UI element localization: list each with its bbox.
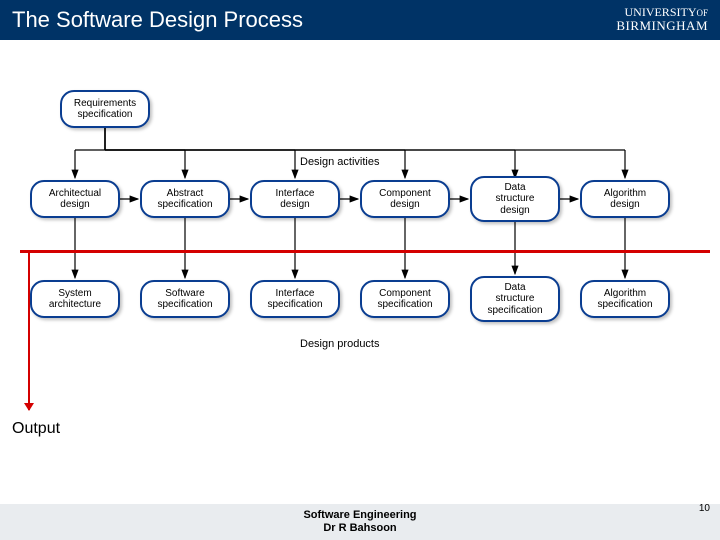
product-box-0: System architecture (30, 280, 120, 318)
design-process-diagram: Requirements specificationArchitectual d… (40, 90, 680, 390)
university-top: UNIVERSITY (624, 5, 696, 19)
product-box-1: Software specification (140, 280, 230, 318)
activity-box-5: Algorithm design (580, 180, 670, 218)
output-arrow (28, 250, 30, 410)
activity-box-3: Component design (360, 180, 450, 218)
page-number: 10 (699, 503, 710, 514)
slide-footer: Software Engineering Dr R Bahsoon (0, 504, 720, 540)
activity-box-2: Interface design (250, 180, 340, 218)
output-label: Output (12, 420, 60, 438)
product-box-2: Interface specification (250, 280, 340, 318)
requirements-box: Requirements specification (60, 90, 150, 128)
slide-title: The Software Design Process (12, 7, 303, 33)
product-box-5: Algorithm specification (580, 280, 670, 318)
activity-box-4: Data structure design (470, 176, 560, 222)
footer-text: Software Engineering Dr R Bahsoon (303, 509, 416, 535)
footer-line2: Dr R Bahsoon (323, 522, 396, 534)
products-row-label: Design products (300, 338, 380, 350)
university-of: OF (696, 8, 708, 18)
product-box-4: Data structure specification (470, 276, 560, 322)
header-bar: The Software Design Process UNIVERSITYOF… (0, 0, 720, 40)
university-logo: UNIVERSITYOF BIRMINGHAM (616, 6, 708, 33)
separator-line (20, 250, 710, 253)
product-box-3: Component specification (360, 280, 450, 318)
activities-row-label: Design activities (300, 156, 379, 168)
university-name: BIRMINGHAM (616, 18, 708, 33)
activity-box-1: Abstract specification (140, 180, 230, 218)
activity-box-0: Architectual design (30, 180, 120, 218)
footer-line1: Software Engineering (303, 509, 416, 521)
